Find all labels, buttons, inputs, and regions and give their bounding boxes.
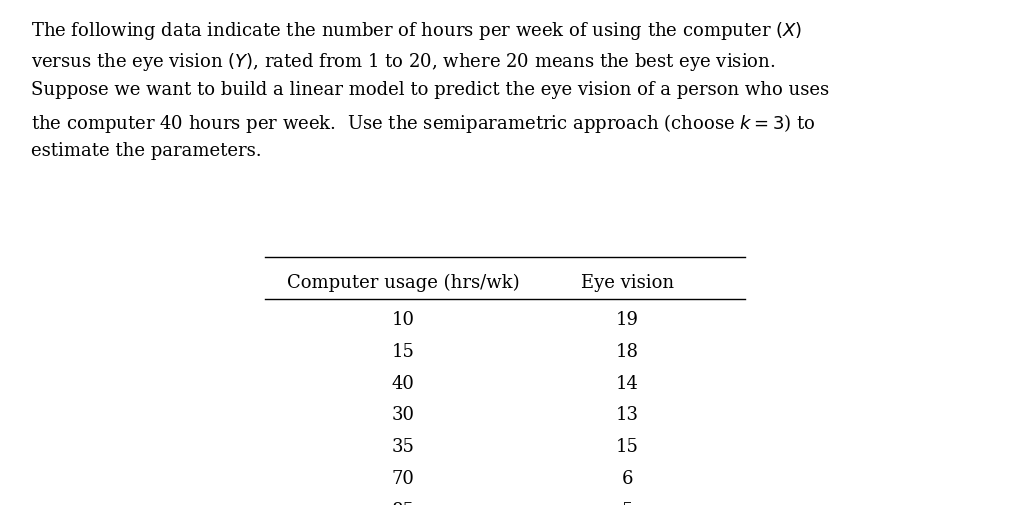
Text: 35: 35 [391, 437, 414, 456]
Text: 10: 10 [391, 310, 414, 328]
Text: 5: 5 [621, 501, 633, 505]
Text: 15: 15 [391, 342, 414, 360]
Text: 30: 30 [391, 406, 414, 424]
Text: 85: 85 [391, 501, 414, 505]
Text: 15: 15 [615, 437, 638, 456]
Text: 40: 40 [391, 374, 414, 392]
Text: The following data indicate the number of hours per week of using the computer $: The following data indicate the number o… [31, 20, 801, 42]
Text: the computer 40 hours per week.  Use the semiparametric approach (choose $k = 3$: the computer 40 hours per week. Use the … [31, 112, 814, 135]
Text: 6: 6 [621, 469, 633, 487]
Text: Suppose we want to build a linear model to predict the eye vision of a person wh: Suppose we want to build a linear model … [31, 81, 827, 99]
Text: Eye vision: Eye vision [580, 274, 674, 292]
Text: 13: 13 [615, 406, 638, 424]
Text: 18: 18 [615, 342, 638, 360]
Text: versus the eye vision $(Y)$, rated from 1 to 20, where 20 means the best eye vis: versus the eye vision $(Y)$, rated from … [31, 50, 774, 73]
Text: 70: 70 [391, 469, 414, 487]
Text: 19: 19 [615, 310, 638, 328]
Text: estimate the parameters.: estimate the parameters. [31, 142, 261, 160]
Text: 14: 14 [615, 374, 638, 392]
Text: Computer usage (hrs/wk): Computer usage (hrs/wk) [286, 274, 519, 292]
